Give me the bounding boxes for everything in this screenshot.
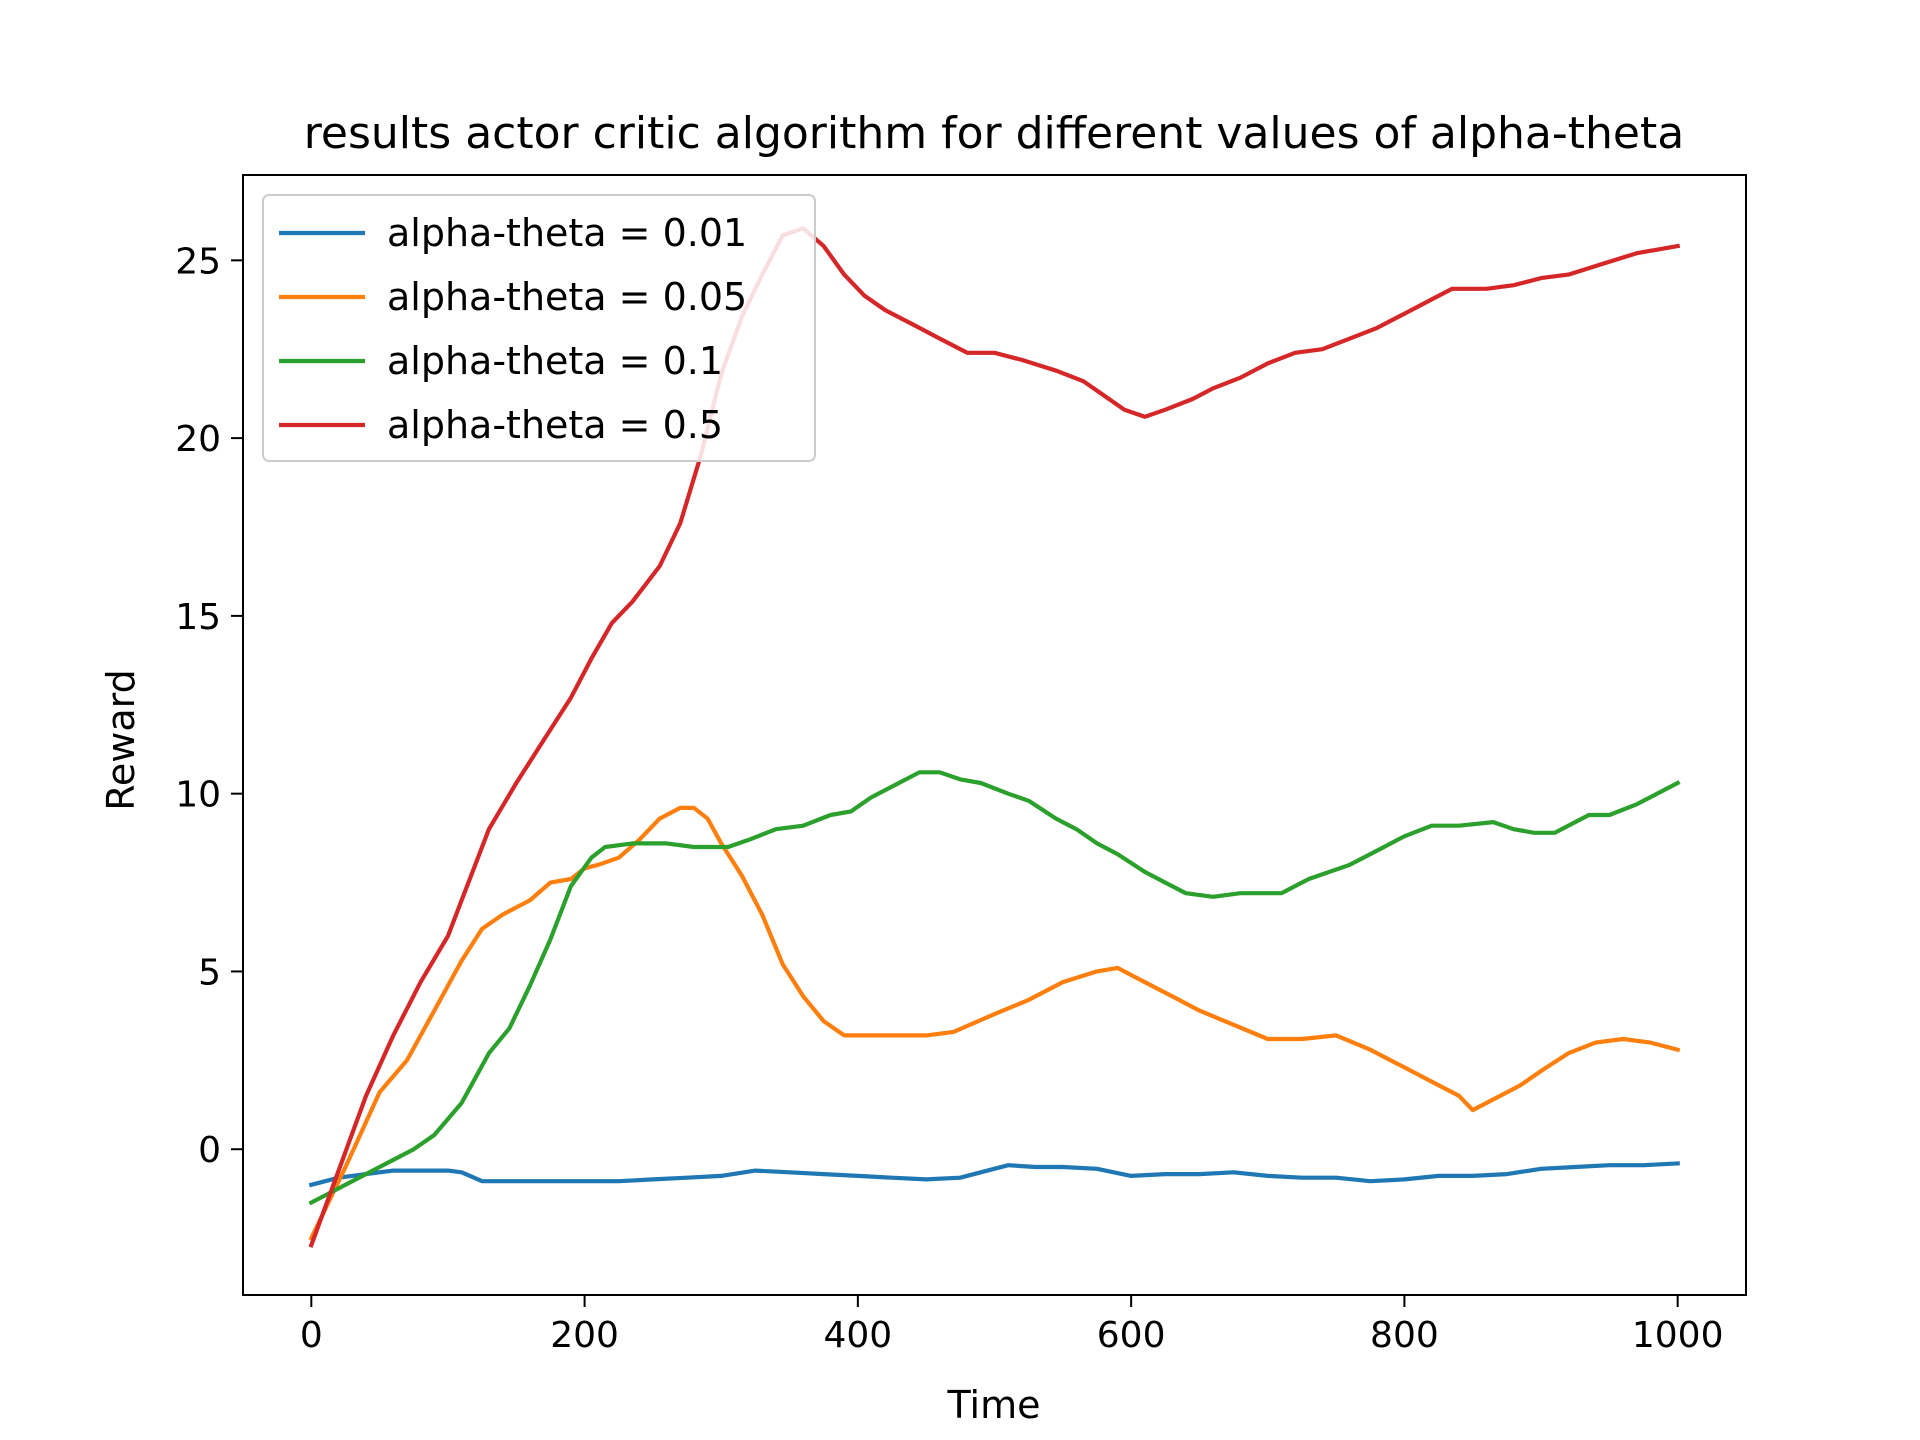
x-tick-label: 0 bbox=[300, 1315, 323, 1356]
legend-box bbox=[262, 194, 816, 462]
x-axis-ticks: 0 200 400 600 800 1000 bbox=[300, 1295, 1724, 1356]
axes-frame bbox=[242, 174, 1747, 1296]
x-axis-label: Time bbox=[947, 1383, 1041, 1427]
x-tick-label: 800 bbox=[1370, 1315, 1439, 1356]
series-line-0 bbox=[308, 1161, 1680, 1188]
y-tick-label: 15 bbox=[175, 597, 221, 638]
x-tick-label: 200 bbox=[550, 1315, 619, 1356]
y-tick-label: 25 bbox=[175, 241, 221, 282]
y-tick-label: 20 bbox=[175, 419, 221, 460]
series-line-3 bbox=[308, 226, 1681, 1248]
legend-label: alpha-theta = 0.5 bbox=[387, 403, 723, 447]
x-tick-label: 1000 bbox=[1632, 1315, 1724, 1356]
legend-label: alpha-theta = 0.05 bbox=[387, 275, 747, 319]
y-axis-label: Reward bbox=[99, 669, 143, 811]
series-layer bbox=[308, 226, 1681, 1248]
legend-label: alpha-theta = 0.1 bbox=[387, 339, 723, 383]
y-tick-label: 5 bbox=[198, 952, 221, 993]
x-tick-label: 600 bbox=[1097, 1315, 1166, 1356]
x-tick-label: 400 bbox=[824, 1315, 893, 1356]
y-tick-label: 0 bbox=[198, 1130, 221, 1171]
chart-title: results actor critic algorithm for diffe… bbox=[304, 108, 1684, 159]
series-line-2 bbox=[308, 770, 1681, 1206]
legend: alpha-theta = 0.01 alpha-theta = 0.05 alph… bbox=[262, 194, 816, 462]
y-axis-ticks: 0 5 10 15 20 25 bbox=[175, 241, 243, 1171]
legend-label: alpha-theta = 0.01 bbox=[387, 211, 747, 255]
y-tick-label: 10 bbox=[175, 775, 221, 816]
series-line-1 bbox=[308, 805, 1681, 1241]
